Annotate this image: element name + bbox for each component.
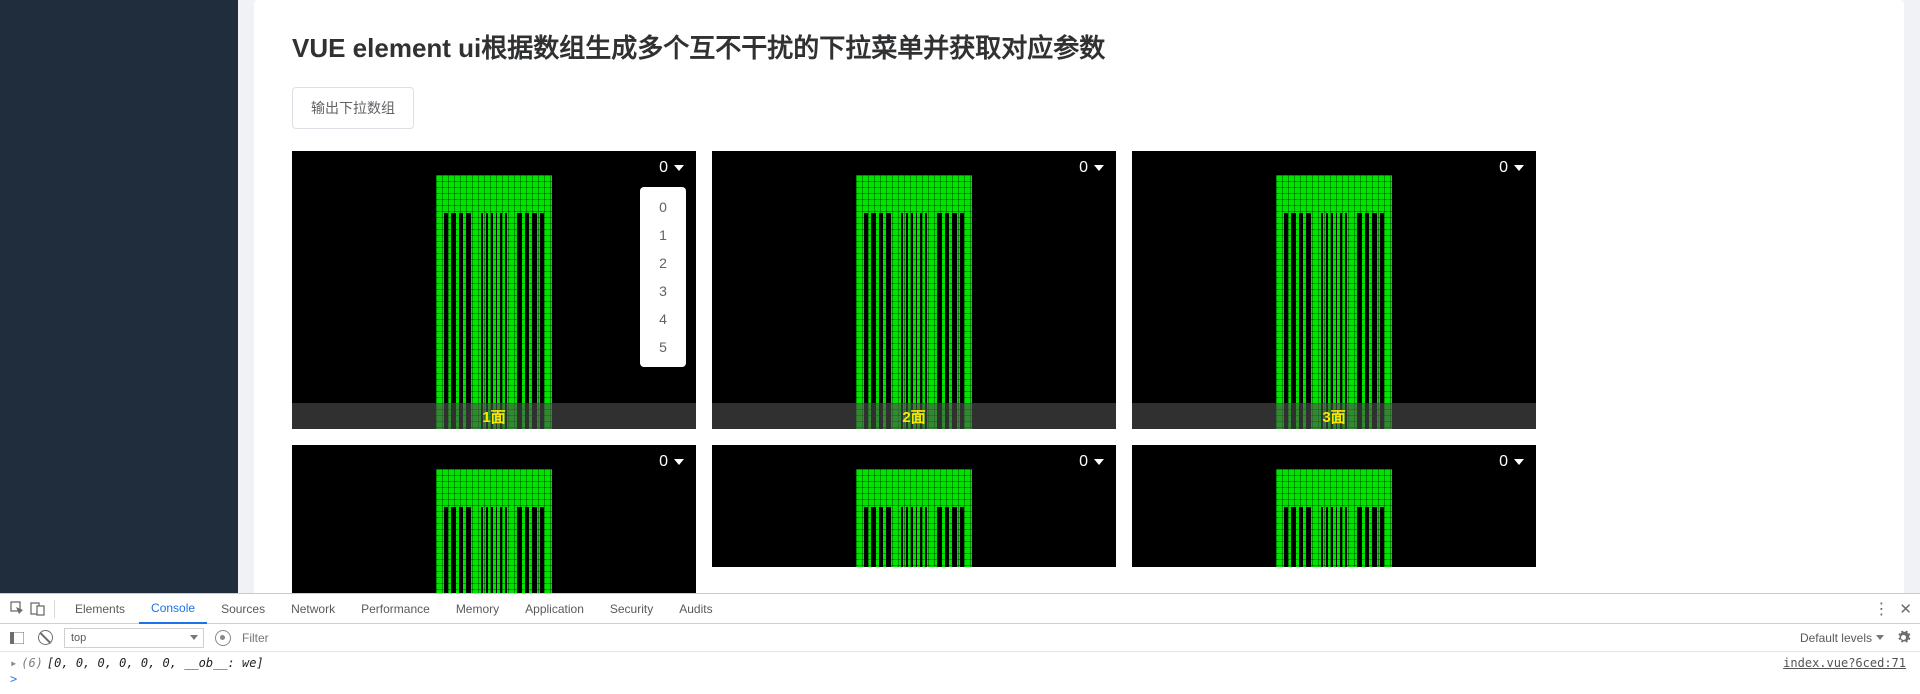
- dropdown-item[interactable]: 5: [640, 333, 686, 361]
- device-toggle-icon[interactable]: [28, 600, 46, 618]
- console-prompt[interactable]: >: [10, 670, 1910, 690]
- chevron-down-icon: [1094, 459, 1104, 465]
- chevron-down-icon: [1514, 165, 1524, 171]
- log-levels-select[interactable]: Default levels: [1800, 631, 1884, 645]
- dropdown-value: 0: [659, 159, 668, 177]
- content-card: VUE element ui根据数组生成多个互不干扰的下拉菜单并获取对应参数 输…: [254, 0, 1904, 593]
- context-select[interactable]: top: [64, 628, 204, 648]
- dropdown-item[interactable]: 1: [640, 221, 686, 249]
- tab-sources[interactable]: Sources: [209, 594, 277, 624]
- panel-2: 0 2面: [712, 151, 1116, 429]
- tab-performance[interactable]: Performance: [349, 594, 442, 624]
- dropdown-value: 0: [1079, 159, 1088, 177]
- dropdown-trigger-6[interactable]: 0: [1499, 453, 1524, 471]
- panel-6: 0: [1132, 445, 1536, 567]
- dropdown-trigger-3[interactable]: 0: [1499, 159, 1524, 177]
- main-content: VUE element ui根据数组生成多个互不干扰的下拉菜单并获取对应参数 输…: [238, 0, 1920, 593]
- dropdown-item[interactable]: 3: [640, 277, 686, 305]
- building-graphic: [856, 469, 972, 567]
- devtools-tab-bar: Elements Console Sources Network Perform…: [0, 594, 1920, 624]
- sidebar-toggle-icon[interactable]: [8, 629, 26, 647]
- building-graphic: [436, 175, 552, 429]
- panel-footer-label: 1面: [482, 406, 505, 427]
- console-body: ▸ (6) [0, 0, 0, 0, 0, 0, __ob__: we] ind…: [0, 652, 1920, 694]
- dropdown-trigger-2[interactable]: 0: [1079, 159, 1104, 177]
- sidebar: [0, 0, 238, 593]
- close-icon[interactable]: ✕: [1899, 600, 1912, 618]
- panel-footer: 3面: [1132, 403, 1536, 429]
- log-count: (6): [21, 656, 43, 670]
- tab-network[interactable]: Network: [279, 594, 347, 624]
- panel-1: 0 0 1 2 3 4 5: [292, 151, 696, 429]
- dropdown-value: 0: [1499, 159, 1508, 177]
- prompt-symbol: >: [10, 672, 17, 686]
- dropdown-menu-1: 0 1 2 3 4 5: [640, 187, 686, 367]
- chevron-down-icon: [190, 635, 198, 640]
- gear-icon[interactable]: [1894, 629, 1912, 647]
- clear-console-icon[interactable]: [36, 629, 54, 647]
- page-title: VUE element ui根据数组生成多个互不干扰的下拉菜单并获取对应参数: [292, 28, 1866, 65]
- building-graphic: [1276, 469, 1392, 567]
- tab-application[interactable]: Application: [513, 594, 596, 624]
- dropdown-trigger-4[interactable]: 0: [659, 453, 684, 471]
- tab-audits[interactable]: Audits: [667, 594, 724, 624]
- inspect-icon[interactable]: [8, 600, 26, 618]
- panel-footer-label: 2面: [902, 406, 925, 427]
- chevron-down-icon: [674, 165, 684, 171]
- chevron-down-icon: [674, 459, 684, 465]
- panel-grid: 0 0 1 2 3 4 5: [292, 151, 1866, 593]
- dropdown-item[interactable]: 2: [640, 249, 686, 277]
- filter-input[interactable]: [242, 628, 1790, 648]
- console-toolbar: top Default levels: [0, 624, 1920, 652]
- dropdown-value: 0: [659, 453, 668, 471]
- tab-elements[interactable]: Elements: [63, 594, 137, 624]
- panel-3: 0 3面: [1132, 151, 1536, 429]
- dropdown-item[interactable]: 4: [640, 305, 686, 333]
- tab-security[interactable]: Security: [598, 594, 665, 624]
- context-value: top: [71, 632, 86, 644]
- dropdown-trigger-1[interactable]: 0: [659, 159, 684, 177]
- dropdown-trigger-5[interactable]: 0: [1079, 453, 1104, 471]
- log-array: [0, 0, 0, 0, 0, 0, __ob__: we]: [47, 656, 264, 670]
- tab-memory[interactable]: Memory: [444, 594, 511, 624]
- panel-4: 0 4面: [292, 445, 696, 593]
- output-button[interactable]: 输出下拉数组: [292, 87, 414, 129]
- chevron-down-icon: [1876, 635, 1884, 640]
- dropdown-value: 0: [1079, 453, 1088, 471]
- live-expression-icon[interactable]: [214, 629, 232, 647]
- tab-console[interactable]: Console: [139, 594, 207, 624]
- dropdown-item[interactable]: 0: [640, 193, 686, 221]
- source-link[interactable]: index.vue?6ced:71: [1783, 656, 1906, 670]
- chevron-down-icon: [1514, 459, 1524, 465]
- log-levels-label: Default levels: [1800, 631, 1872, 645]
- panel-footer-label: 3面: [1322, 406, 1345, 427]
- building-graphic: [856, 175, 972, 429]
- console-log-line[interactable]: ▸ (6) [0, 0, 0, 0, 0, 0, __ob__: we]: [10, 656, 1910, 670]
- devtools: Elements Console Sources Network Perform…: [0, 593, 1920, 694]
- chevron-down-icon: [1094, 165, 1104, 171]
- dropdown-value: 0: [1499, 453, 1508, 471]
- panel-5: 0: [712, 445, 1116, 567]
- building-graphic: [1276, 175, 1392, 429]
- panel-footer: 1面: [292, 403, 696, 429]
- expand-icon[interactable]: ▸: [10, 656, 17, 670]
- kebab-icon[interactable]: ⋮: [1873, 599, 1889, 619]
- building-graphic: [436, 469, 552, 593]
- panel-footer: 2面: [712, 403, 1116, 429]
